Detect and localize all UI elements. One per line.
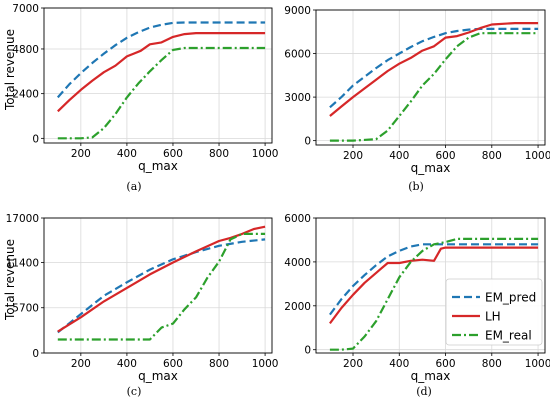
x-tick-label: 800 [209, 358, 229, 370]
x-tick-label: 600 [436, 358, 456, 370]
x-tick-label: 400 [389, 150, 409, 162]
y-tick-label: 0 [304, 136, 311, 148]
x-tick-label: 600 [163, 358, 183, 370]
x-tick-label: 800 [482, 358, 502, 370]
plot-frame [43, 7, 273, 144]
x-tick-label: 600 [436, 150, 456, 162]
y-tick-label: 2000 [284, 301, 311, 313]
panel-caption: (d) [416, 385, 432, 398]
series-line-lh [329, 22, 539, 117]
chart-panel-c: 200 400 600 800 1000 0 5700 11400 17000 q_max Tota… [3, 213, 278, 398]
series-line-lh [57, 31, 266, 113]
y-tick-label: 17000 [6, 213, 39, 225]
series-line-em-real [57, 232, 266, 341]
series-line-em-real [329, 32, 539, 142]
y-tick-label: 2400 [12, 89, 39, 101]
x-tick-label: 400 [117, 148, 137, 160]
x-tick-label: 400 [117, 358, 137, 370]
x-tick-label: 200 [71, 358, 91, 370]
y-tick-label: 11400 [6, 257, 39, 269]
x-tick-label: 800 [209, 148, 229, 160]
panel-caption: (b) [408, 180, 424, 193]
chart-panel-b: 200 400 600 800 1000 0 3000 6000 9000 q_max (b) [284, 5, 550, 193]
x-tick-label: 1000 [525, 150, 550, 162]
legend: EM_pred LH EM_real [445, 278, 543, 346]
panel-caption: (a) [126, 180, 141, 193]
plot-frame [315, 217, 546, 354]
x-axis-label: q_max [411, 161, 451, 175]
y-tick-label: 4800 [12, 44, 39, 56]
y-tick-label: 0 [32, 133, 39, 145]
series-line-em-pred [329, 27, 539, 109]
x-tick-label: 400 [389, 358, 409, 370]
x-axis-label: q_max [138, 159, 178, 173]
plot-frame [43, 217, 273, 354]
y-tick-label: 0 [32, 348, 39, 360]
y-tick-label: 5700 [12, 303, 39, 315]
legend-label: EM_real [485, 329, 532, 343]
plot-frame [315, 9, 546, 146]
legend-label: LH [485, 310, 501, 324]
series-line-em-pred [57, 238, 266, 334]
y-tick-label: 6000 [284, 49, 311, 61]
x-tick-label: 1000 [252, 148, 279, 160]
x-tick-label: 200 [343, 150, 363, 162]
y-tick-label: 0 [304, 345, 311, 357]
x-tick-label: 200 [71, 148, 91, 160]
series-line-em-real [57, 46, 266, 140]
series-line-lh [57, 225, 266, 333]
x-tick-label: 1000 [252, 358, 279, 370]
y-tick-label: 9000 [284, 5, 311, 17]
y-tick-label: 4000 [284, 257, 311, 269]
y-axis-label: Total revenue [3, 239, 17, 321]
y-axis-label: Total revenue [3, 29, 17, 111]
series-line-lh [329, 246, 539, 325]
series-line-em-pred [329, 243, 539, 316]
x-axis-label: q_max [411, 369, 451, 383]
y-tick-label: 7000 [12, 3, 39, 15]
legend-label: EM_pred [485, 291, 536, 305]
x-tick-label: 800 [482, 150, 502, 162]
chart-panel-a: 200 400 600 800 1000 0 2400 4800 7000 q_max Total … [3, 3, 278, 193]
y-tick-label: 6000 [284, 213, 311, 225]
series-line-em-pred [56, 21, 266, 99]
x-axis-label: q_max [138, 369, 178, 383]
chart-panel-d: 200 400 600 800 1000 0 2000 4000 6000 q_max (d) [284, 213, 550, 398]
panel-caption: (c) [127, 385, 142, 398]
x-tick-label: 200 [343, 358, 363, 370]
legend-box [445, 278, 543, 346]
x-tick-label: 600 [163, 148, 183, 160]
series-line-em-real [329, 237, 539, 351]
y-tick-label: 3000 [284, 92, 311, 104]
x-tick-label: 1000 [525, 358, 550, 370]
